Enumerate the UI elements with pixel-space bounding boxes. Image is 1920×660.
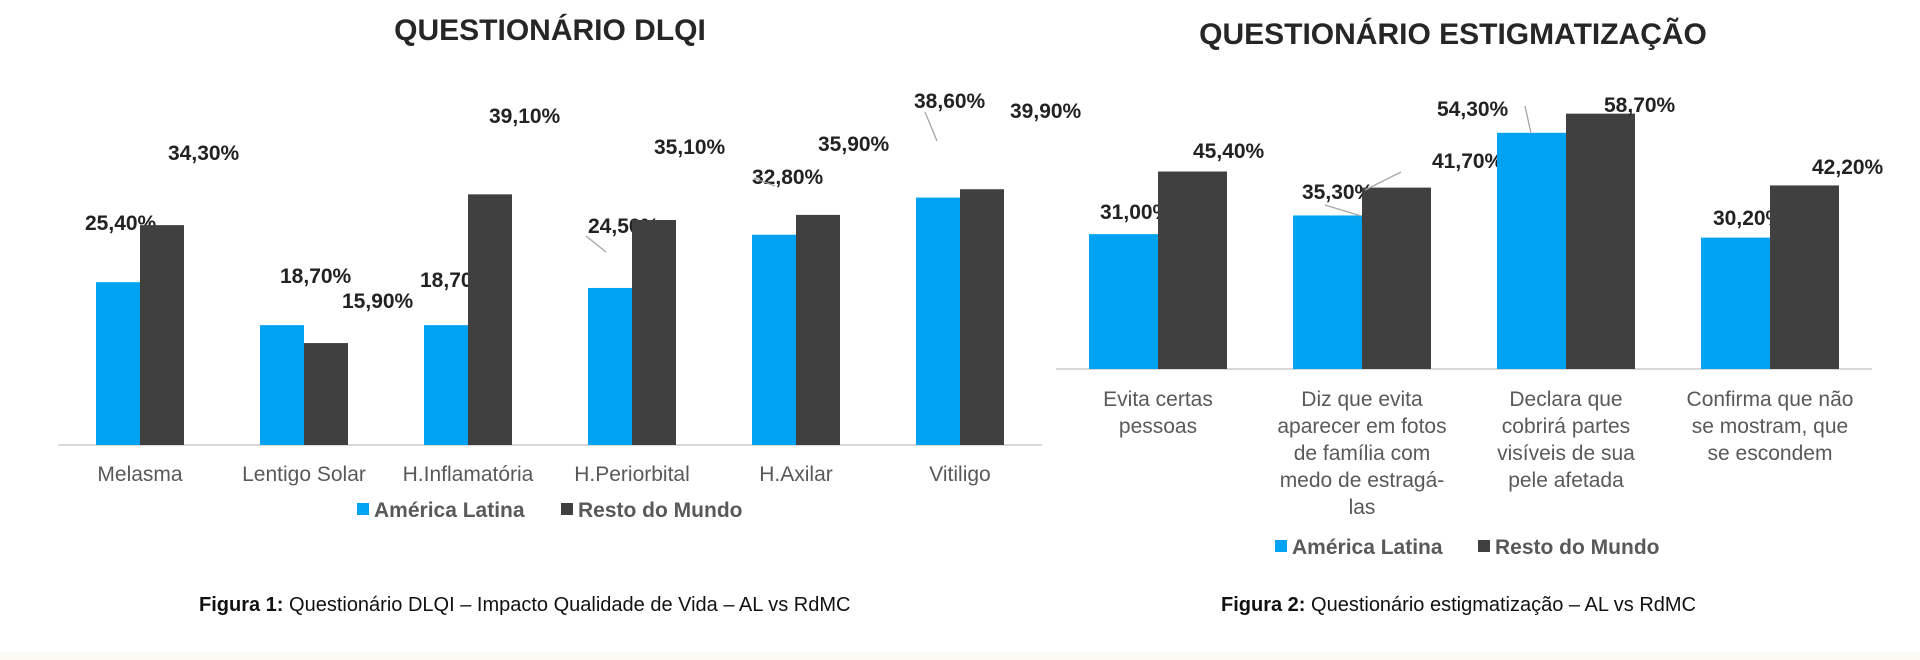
leader-line-4-0 (753, 177, 776, 187)
tick-label-line: H.Periorbital (574, 463, 690, 486)
data-label-america-latina-4: 32,80% (752, 166, 824, 189)
tick-label-1: Diz que evita aparecer em fotos de família… (1277, 388, 1446, 519)
bar-resto-do-mundo-5 (960, 189, 1004, 445)
leader-line-5-0 (924, 111, 938, 142)
tick-label-line: pele afetada (1508, 469, 1624, 492)
bar-resto-do-mundo-3 (632, 220, 676, 445)
tick-label-5: Vitiligo (929, 463, 990, 486)
figure-2-caption-label: Figura 2: (1221, 594, 1306, 616)
data-label-resto-do-mundo-0: 34,30% (168, 142, 240, 165)
tick-label-line: H.Axilar (759, 463, 833, 486)
figure-1-caption-label: Figura 1: (199, 594, 284, 616)
legend-label-resto-do-mundo: Resto do Mundo (1495, 536, 1659, 559)
bar-resto-do-mundo-1 (304, 343, 348, 445)
legend-swatch-america-latina (1275, 540, 1287, 552)
legend-swatch-resto-do-mundo (561, 503, 573, 515)
bar-america-latina-1 (260, 325, 304, 445)
tick-label-3: H.Periorbital (574, 463, 690, 486)
bar-america-latina-0 (1089, 234, 1158, 369)
bar-america-latina-3 (588, 287, 632, 445)
bar-resto-do-mundo-3 (1770, 185, 1839, 369)
tick-label-4: H.Axilar (759, 463, 833, 486)
data-label-resto-do-mundo-1: 15,90% (342, 290, 414, 313)
chart-1-title: QUESTIONÁRIO DLQI (394, 13, 706, 47)
tick-label-line: de família com (1294, 442, 1431, 465)
legend-swatch-america-latina (357, 503, 369, 515)
leader-line-2-0 (1524, 105, 1532, 134)
chart-2: QUESTIONÁRIO ESTIGMATIZAÇÃO 31,00% 45,40% E… (1056, 17, 1884, 559)
bottom-strip (0, 652, 1920, 660)
data-label-america-latina-1: 18,70% (280, 265, 352, 288)
tick-label-line: Declara que (1509, 388, 1622, 411)
data-label-resto-do-mundo-2: 58,70% (1604, 94, 1676, 117)
bar-resto-do-mundo-2 (1566, 113, 1635, 369)
figure-2-caption-text: Questionário estigmatização – AL vs RdMC (1305, 594, 1696, 616)
tick-label-line: medo de estragá- (1280, 469, 1445, 492)
tick-label-line: Confirma que não (1687, 388, 1854, 411)
tick-label-1: Lentigo Solar (242, 463, 366, 486)
legend-label-resto-do-mundo: Resto do Mundo (578, 499, 742, 522)
tick-label-line: Lentigo Solar (242, 463, 366, 486)
tick-label-line: Diz que evita (1301, 388, 1423, 411)
tick-label-line: Melasma (97, 463, 183, 486)
data-label-resto-do-mundo-4: 35,90% (818, 133, 890, 156)
data-label-america-latina-0: 25,40% (85, 212, 157, 235)
tick-label-2: H.Inflamatória (403, 463, 534, 486)
tick-label-line: aparecer em fotos (1277, 415, 1446, 438)
tick-label-3: Confirma que não se mostram, que se escond… (1687, 388, 1854, 465)
leader-line-1-0 (1324, 204, 1362, 217)
chart-1: QUESTIONÁRIO DLQI 25,40% 34,30% Melasma 18,7… (58, 13, 1082, 522)
bar-resto-do-mundo-1 (1362, 187, 1431, 369)
data-label-resto-do-mundo-3: 35,10% (654, 136, 726, 159)
tick-label-line: Vitiligo (929, 463, 990, 486)
tick-label-0: Evita certas pessoas (1103, 388, 1213, 438)
tick-label-0: Melasma (97, 463, 183, 486)
bar-america-latina-5 (916, 197, 960, 445)
data-label-resto-do-mundo-5: 39,90% (1010, 100, 1082, 123)
tick-label-line: las (1349, 496, 1376, 519)
legend-label-america-latina: América Latina (1292, 536, 1443, 559)
chart-2-title: QUESTIONÁRIO ESTIGMATIZAÇÃO (1199, 17, 1707, 51)
bar-america-latina-2 (424, 325, 468, 445)
data-label-america-latina-1: 35,30% (1302, 181, 1374, 204)
figure-2-caption: Figura 2: Questionário estigmatização – … (1221, 594, 1696, 617)
data-label-resto-do-mundo-2: 39,10% (489, 105, 561, 128)
tick-label-line: visíveis de sua (1497, 442, 1635, 465)
figure-1-caption-text: Questionário DLQI – Impacto Qualidade de… (283, 594, 851, 616)
bar-resto-do-mundo-2 (468, 194, 512, 445)
bar-resto-do-mundo-4 (796, 214, 840, 445)
bar-america-latina-1 (1293, 215, 1362, 369)
data-label-america-latina-3: 30,20% (1713, 207, 1785, 230)
data-label-resto-do-mundo-3: 42,20% (1812, 156, 1884, 179)
tick-label-line: H.Inflamatória (403, 463, 534, 486)
tick-label-2: Declara que cobrirá partes visíveis de sua… (1497, 388, 1635, 492)
leader-line-3-0 (585, 235, 607, 253)
data-label-america-latina-5: 38,60% (914, 90, 986, 113)
tick-label-line: Evita certas (1103, 388, 1213, 411)
legend-swatch-resto-do-mundo (1478, 540, 1490, 552)
bar-america-latina-3 (1701, 237, 1770, 369)
leader-line-1-1 (1364, 171, 1402, 191)
bar-america-latina-0 (96, 282, 140, 445)
tick-label-line: pessoas (1119, 415, 1197, 438)
tick-label-line: cobrirá partes (1502, 415, 1630, 438)
legend-label-america-latina: América Latina (374, 499, 525, 522)
chart-1-legend: América Latina Resto do Mundo (357, 499, 742, 522)
data-label-resto-do-mundo-1: 41,70% (1432, 150, 1504, 173)
data-label-america-latina-2: 54,30% (1437, 98, 1509, 121)
tick-label-line: se escondem (1708, 442, 1833, 465)
bar-resto-do-mundo-0 (140, 225, 184, 445)
bar-resto-do-mundo-0 (1158, 171, 1227, 369)
data-label-resto-do-mundo-0: 45,40% (1193, 140, 1265, 163)
data-label-america-latina-0: 31,00% (1100, 201, 1172, 224)
bar-america-latina-4 (752, 234, 796, 445)
tick-label-line: se mostram, que (1692, 415, 1848, 438)
bar-america-latina-2 (1497, 132, 1566, 369)
chart-2-legend: América Latina Resto do Mundo (1275, 536, 1659, 559)
figure-1-caption: Figura 1: Questionário DLQI – Impacto Qu… (199, 594, 850, 617)
